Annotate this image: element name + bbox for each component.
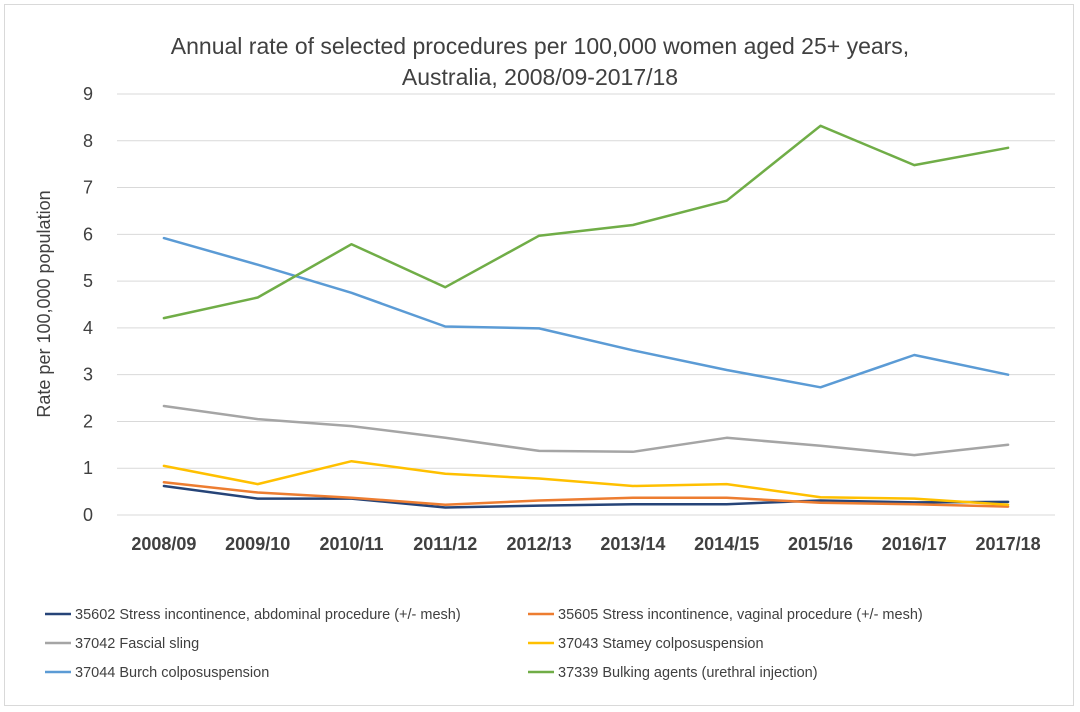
legend-label-4: 37044 Burch colposuspension [75, 665, 269, 681]
y-tick-label: 0 [83, 505, 93, 525]
x-tick-label: 2017/18 [976, 534, 1041, 554]
legend-label-0: 35602 Stress incontinence, abdominal pro… [75, 607, 461, 623]
series-line-1 [162, 481, 1010, 508]
series-lines [162, 124, 1010, 509]
chart-title-line-2: Australia, 2008/09-2017/18 [402, 64, 678, 90]
x-tick-label: 2012/13 [507, 534, 572, 554]
y-tick-label: 3 [83, 365, 93, 385]
y-tick-label: 8 [83, 131, 93, 151]
legend-label-1: 35605 Stress incontinence, vaginal proce… [558, 607, 923, 623]
x-tick-label: 2016/17 [882, 534, 947, 554]
legend: 35602 Stress incontinence, abdominal pro… [45, 607, 923, 681]
chart-title-line-1: Annual rate of selected procedures per 1… [171, 33, 909, 59]
legend-label-3: 37043 Stamey colposuspension [558, 636, 764, 652]
series-line-2 [162, 404, 1010, 457]
legend-label-2: 37042 Fascial sling [75, 636, 199, 652]
series-line-0 [162, 484, 1010, 509]
chart-frame: Annual rate of selected procedures per 1… [4, 4, 1074, 706]
x-axis-ticks: 2008/09 2009/10 2010/11 2011/12 2012/13 2013/… [131, 534, 1040, 554]
y-axis-ticks: 0 1 2 3 4 5 6 7 8 9 [83, 84, 93, 525]
y-tick-label: 7 [83, 178, 93, 198]
x-tick-label: 2013/14 [600, 534, 665, 554]
series-line-4 [162, 236, 1010, 389]
series-line-5 [162, 124, 1010, 320]
legend-label-5: 37339 Bulking agents (urethral injection… [558, 665, 818, 681]
y-tick-label: 5 [83, 271, 93, 291]
x-tick-label: 2011/12 [413, 534, 477, 554]
line-chart: Annual rate of selected procedures per 1… [34, 33, 1055, 681]
y-axis-label: Rate per 100,000 population [34, 190, 54, 417]
x-tick-label: 2008/09 [131, 534, 196, 554]
series-line-3 [162, 459, 1010, 506]
y-tick-label: 2 [83, 411, 93, 431]
y-tick-label: 4 [83, 318, 93, 338]
y-tick-label: 6 [83, 224, 93, 244]
x-tick-label: 2009/10 [225, 534, 290, 554]
y-tick-label: 9 [83, 84, 93, 104]
x-tick-label: 2014/15 [694, 534, 759, 554]
y-tick-label: 1 [83, 458, 93, 478]
x-tick-label: 2010/11 [319, 534, 383, 554]
x-tick-label: 2015/16 [788, 534, 853, 554]
